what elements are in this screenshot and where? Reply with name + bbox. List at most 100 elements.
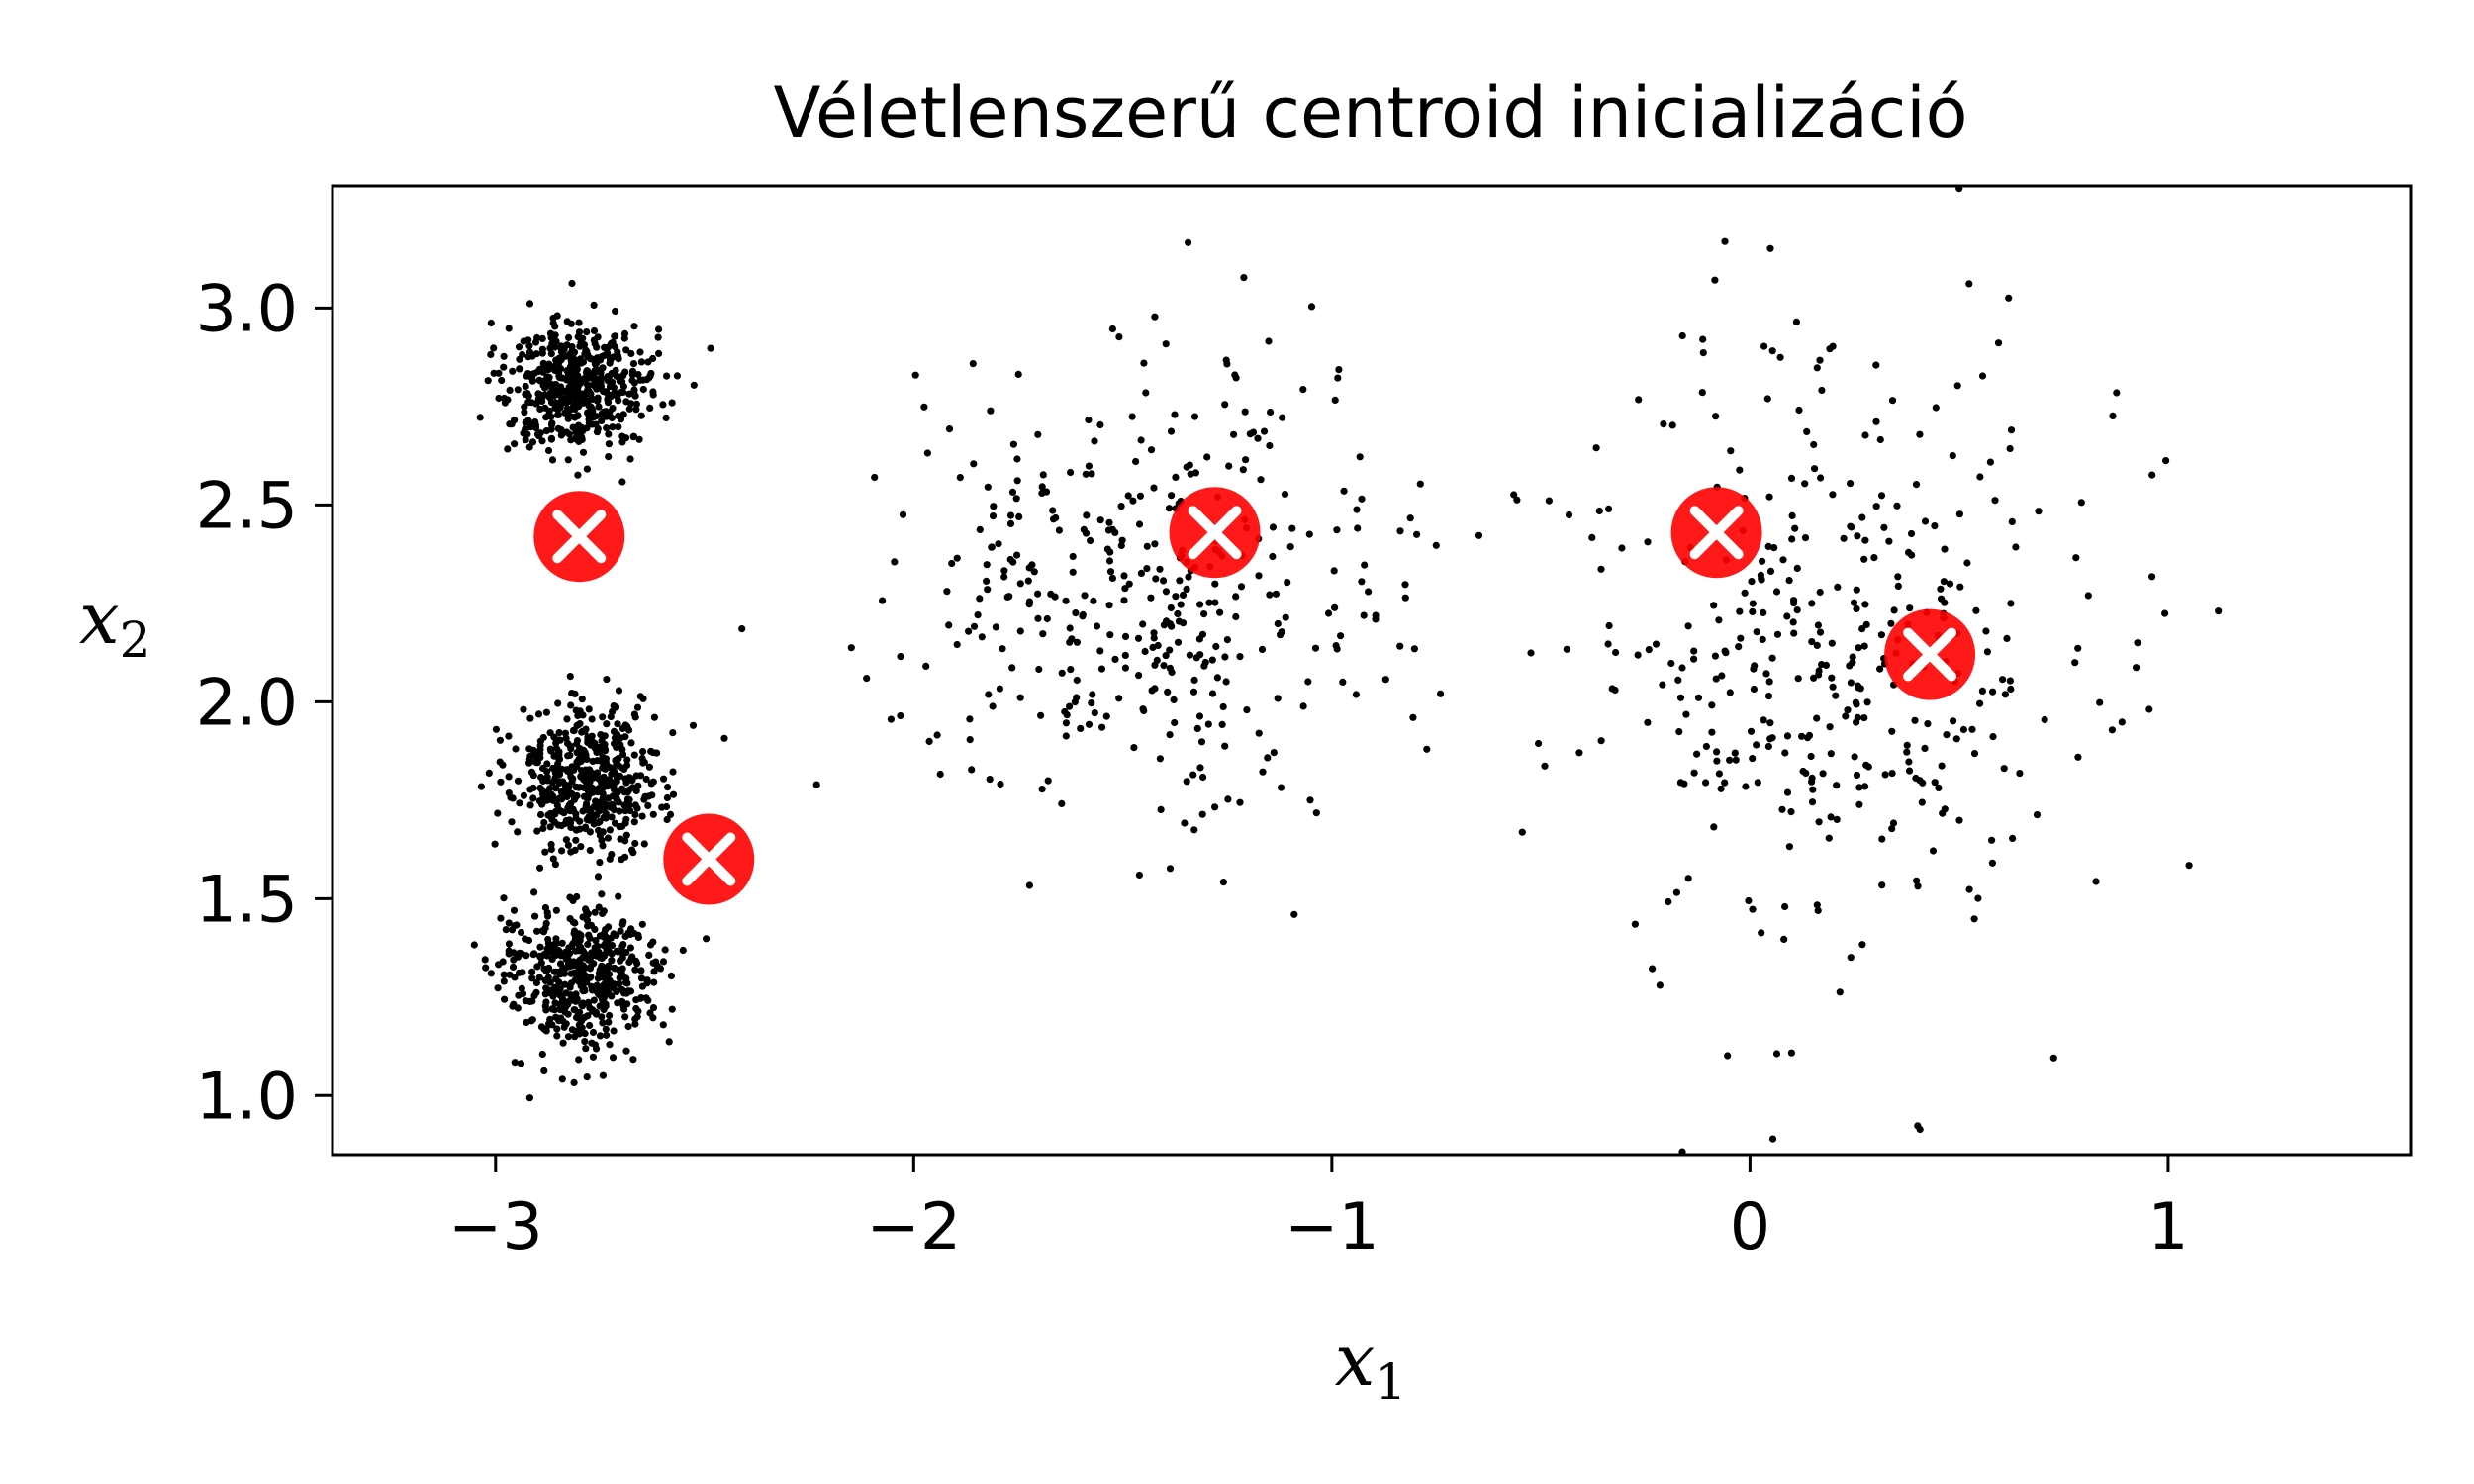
data-point-cluster-1 [538,334,546,342]
data-point-cluster-2 [607,712,615,721]
data-point-cluster-3 [518,984,525,992]
data-point-cluster-5 [1768,654,1776,662]
data-point-cluster-3 [524,936,533,945]
data-point-cluster-4 [1150,629,1158,637]
data-point-cluster-3 [541,1002,549,1010]
data-point-cluster-4 [1006,519,1015,528]
data-point-cluster-5 [2077,499,2085,507]
data-point-cluster-4 [1201,658,1209,667]
data-point-cluster-5 [1726,689,1734,696]
data-point-cluster-1 [575,421,583,429]
data-point-cluster-4 [1008,488,1017,496]
data-point-cluster-1 [602,388,610,396]
data-point-cluster-1 [555,372,563,380]
data-point-cluster-5 [1742,783,1750,790]
data-point-cluster-5 [1989,733,1997,741]
data-point-cluster-3 [553,1032,561,1040]
data-point-cluster-5 [1894,582,1902,591]
data-point-cluster-5 [1799,767,1807,776]
data-point-cluster-5 [1715,770,1723,778]
data-point-cluster-3 [518,928,525,937]
data-point-cluster-4 [1193,724,1201,733]
data-point-cluster-5 [1712,675,1720,683]
data-point-cluster-5 [1814,621,1822,629]
data-point-cluster-1 [538,437,546,445]
data-point-cluster-3 [577,982,585,990]
data-point-cluster-3 [606,1041,614,1049]
data-point-cluster-5 [1853,604,1860,613]
data-point-cluster-5 [1978,687,1986,696]
data-point-cluster-1 [557,431,565,439]
data-point-cluster-5 [1888,727,1896,735]
data-point-cluster-5 [1965,885,1973,893]
data-point-cluster-3 [570,996,578,1004]
data-point-cluster-1 [567,352,575,361]
data-point-cluster-4 [1088,470,1095,478]
data-point-cluster-2 [640,840,648,848]
data-point-cluster-3 [611,965,618,973]
data-point-cluster-4 [1135,520,1144,528]
data-point-cluster-5 [1804,734,1812,742]
data-point-cluster-2 [572,836,580,844]
data-point-cluster-3 [577,931,585,939]
data-point-cluster-5 [2074,753,2082,761]
data-point-cluster-5 [1986,458,1994,466]
data-point-cluster-2 [584,733,592,741]
data-point-cluster-3 [543,909,551,917]
data-point-cluster-4 [1121,664,1129,672]
data-point-cluster-5 [1914,882,1922,890]
data-point-cluster-5 [1931,522,1939,530]
data-point-cluster-5 [1950,717,1957,725]
data-point-cluster-3 [602,940,610,948]
data-point-cluster-3 [578,1002,587,1010]
data-point-cluster-3 [619,973,627,980]
data-point-cluster-3 [619,918,627,926]
data-point-cluster-2 [582,823,590,831]
data-point-cluster-2 [570,795,579,803]
data-point-cluster-4 [897,711,904,720]
data-point-cluster-4 [1062,719,1070,727]
data-point-cluster-2 [555,748,563,756]
data-point-cluster-4 [1124,492,1132,500]
data-point-cluster-4 [1333,526,1341,534]
data-point-cluster-4 [1120,572,1128,580]
data-point-cluster-1 [632,400,641,408]
data-point-cluster-3 [592,937,600,945]
data-point-cluster-5 [1672,888,1680,896]
data-point-cluster-2 [573,737,582,745]
data-point-cluster-5 [1605,505,1613,512]
data-point-cluster-5 [1861,536,1869,544]
data-point-cluster-5 [1779,556,1787,564]
data-point-cluster-3 [482,964,490,972]
data-point-cluster-1 [551,399,559,407]
data-point-cluster-4 [1091,437,1098,445]
data-point-cluster-4 [1195,712,1204,720]
data-point-cluster-5 [1668,421,1676,429]
data-point-cluster-4 [1406,514,1414,522]
data-point-cluster-4 [976,595,984,603]
data-point-cluster-4 [1132,457,1140,466]
data-point-cluster-1 [603,424,611,432]
data-point-cluster-4 [989,702,997,710]
data-point-cluster-1 [609,423,617,431]
data-point-cluster-3 [608,957,616,965]
data-point-cluster-3 [528,968,536,976]
data-point-cluster-5 [1764,693,1773,700]
data-point-cluster-5 [1983,648,1991,656]
data-point-cluster-1 [625,405,633,413]
data-point-cluster-4 [1213,674,1221,682]
data-point-cluster-4 [990,503,998,510]
data-point-cluster-5 [1965,280,1973,288]
data-point-cluster-3 [548,1005,556,1013]
data-point-cluster-5 [2012,543,2020,551]
x-axis-label-subscript: 1 [1375,1353,1406,1411]
data-point-cluster-4 [1165,505,1174,512]
data-point-cluster-2 [530,750,538,758]
data-point-cluster-4 [1527,649,1535,657]
data-point-cluster-4 [847,644,855,652]
data-point-cluster-3 [598,890,606,898]
data-point-cluster-4 [1243,706,1251,714]
data-point-cluster-2 [621,807,629,815]
data-point-cluster-5 [1745,896,1753,905]
